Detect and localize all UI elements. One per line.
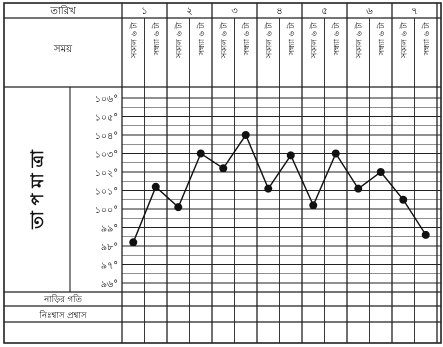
y-tick-label: ৯৯° xyxy=(101,224,118,235)
time-slot-label: সন্ধ্যা ৬ টা xyxy=(421,21,431,56)
time-label: সময় xyxy=(53,44,73,55)
data-point xyxy=(354,184,363,193)
y-tick-label: ১০৪° xyxy=(95,131,118,142)
day-number: ২ xyxy=(186,6,193,17)
data-point xyxy=(129,238,138,247)
data-point xyxy=(241,131,250,139)
data-point xyxy=(151,182,160,191)
data-point xyxy=(331,149,340,158)
pulse-label: নাড়ির গতি xyxy=(43,294,82,305)
chart-frame xyxy=(3,2,442,344)
data-point xyxy=(196,149,205,158)
data-point xyxy=(421,230,430,239)
data-point xyxy=(174,203,183,212)
time-slot-label: সন্ধ্যা ৬ টা xyxy=(196,21,206,56)
data-point xyxy=(376,168,385,176)
series-line xyxy=(132,133,427,243)
y-tick-label: ১০২° xyxy=(95,168,118,179)
day-number: ৩ xyxy=(231,6,238,17)
data-point xyxy=(286,151,295,160)
y-tick-label: ১০৬° xyxy=(95,94,118,105)
time-slot-label: সন্ধ্যা ৬ টা xyxy=(241,21,251,56)
day-number: ৭ xyxy=(411,6,418,17)
grid xyxy=(3,2,442,344)
time-slot-label: সকাল ৬ টা xyxy=(263,21,273,59)
data-point xyxy=(309,201,318,210)
day-number: ১ xyxy=(141,6,148,17)
time-slot-label: সকাল ৬ টা xyxy=(398,21,408,59)
day-number: ৬ xyxy=(366,6,373,17)
time-slot-label: সন্ধ্যা ৬ টা xyxy=(376,21,386,56)
y-tick-label: ৯৬° xyxy=(101,279,118,290)
y-tick-label: ১০০° xyxy=(95,205,118,216)
data-point xyxy=(264,184,273,193)
day-number: ৫ xyxy=(321,6,328,17)
time-slot-label: সন্ধ্যা ৬ টা xyxy=(331,21,341,56)
date-label: তারিখ xyxy=(49,5,76,17)
time-slot-label: সন্ধ্যা ৬ টা xyxy=(151,21,161,56)
y-tick-label: ৯৭° xyxy=(101,261,118,272)
data-point xyxy=(399,195,408,204)
y-tick-label: ১০৫° xyxy=(95,113,118,124)
breath-label: নিঃশ্বাস প্রশ্বাস xyxy=(39,310,88,321)
temperature-side-label: তা প মা ত্রা xyxy=(28,149,48,230)
time-slot-label: সকাল ৬ টা xyxy=(308,21,318,59)
y-tick-label: ১০৩° xyxy=(95,150,118,161)
day-number: ৪ xyxy=(276,6,283,17)
time-slot-label: সকাল ৬ টা xyxy=(128,21,138,59)
time-slot-label: সকাল ৬ টা xyxy=(173,21,183,59)
time-slot-label: সন্ধ্যা ৬ টা xyxy=(286,21,296,56)
time-slot-label: সকাল ৬ টা xyxy=(353,21,363,59)
temperature-series xyxy=(129,131,430,247)
y-tick-label: ৯৮° xyxy=(101,242,118,253)
time-slot-label: সকাল ৬ টা xyxy=(218,21,228,59)
data-point xyxy=(219,164,228,173)
y-tick-label: ১০১° xyxy=(95,187,118,198)
